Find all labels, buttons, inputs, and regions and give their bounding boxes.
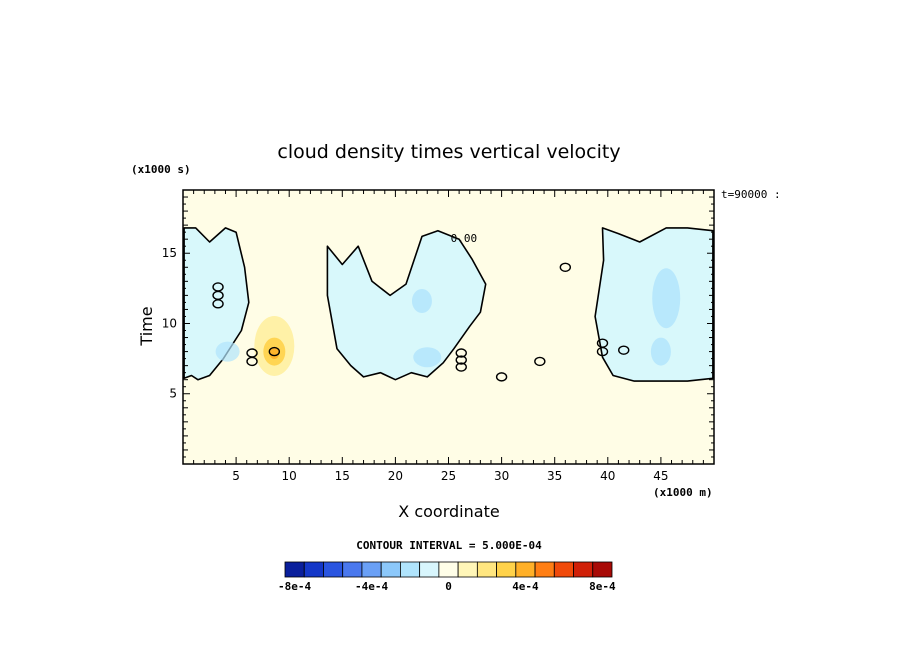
colorbar-tick-label: -8e-4 xyxy=(278,580,311,593)
x-tick-label: 40 xyxy=(600,469,615,483)
zero-contour-ring-5 xyxy=(268,346,281,357)
colorbar-swatch xyxy=(323,561,344,578)
contour-interval-label: CONTOUR INTERVAL = 5.000E-04 xyxy=(356,539,542,552)
x-tick-label: 10 xyxy=(282,469,297,483)
colorbar-swatch xyxy=(303,561,324,578)
colorbar-swatch xyxy=(592,561,613,578)
y-tick-label: 5 xyxy=(169,387,177,401)
plot-area: 0.00 xyxy=(182,189,715,465)
zero-contour-ring-2 xyxy=(212,299,224,309)
x-axis-label: X coordinate xyxy=(398,502,499,521)
colorbar: -8e-4 -4e-4 0 4e-4 8e-4 xyxy=(278,561,616,593)
negative-updraft-band-1 xyxy=(183,227,250,381)
positive-cell-peak xyxy=(269,346,280,359)
x-tick-label: 15 xyxy=(335,469,350,483)
colorbar-tick-label: 0 xyxy=(445,580,452,593)
time-label: t=90000 : xyxy=(721,188,781,201)
colorbar-swatch xyxy=(457,561,478,578)
chart-title: cloud density times vertical velocity xyxy=(277,141,620,163)
x-tick-label: 25 xyxy=(441,469,456,483)
colorbar-swatch xyxy=(400,561,421,578)
negative-updraft-band-2 xyxy=(326,229,487,381)
negative-cell-5 xyxy=(215,341,240,362)
x-unit-label: (x1000 m) xyxy=(653,486,713,499)
colorbar-swatch xyxy=(438,561,459,578)
x-axis: 5 10 15 20 25 30 35 40 45 xyxy=(193,190,704,483)
zero-contour-ring-7 xyxy=(455,355,467,365)
colorbar-swatch xyxy=(361,561,382,578)
zero-contour-ring-12 xyxy=(495,372,508,382)
colorbar-tick-label: 8e-4 xyxy=(589,580,616,593)
x-tick-label: 20 xyxy=(388,469,403,483)
colorbar-swatch xyxy=(419,561,440,578)
y-tick-label: 10 xyxy=(162,316,177,330)
colorbar-swatch xyxy=(573,561,594,578)
zero-contour-ring-14 xyxy=(559,262,572,272)
zero-contour-ring-4 xyxy=(246,356,258,367)
negative-cell-4 xyxy=(650,337,671,366)
zero-contour-ring-6 xyxy=(455,348,467,358)
x-tick-label: 35 xyxy=(547,469,562,483)
negative-cell-3 xyxy=(652,268,681,329)
zero-contour-ring-11 xyxy=(618,345,630,355)
colorbar-swatch xyxy=(284,561,305,578)
zero-contour-ring-13 xyxy=(534,356,546,367)
contour-value-label: 0.00 xyxy=(451,232,478,245)
y-axis: 5 10 15 xyxy=(162,196,714,458)
y-axis-label: Time xyxy=(137,306,156,346)
colorbar-swatch xyxy=(496,561,517,578)
negative-cell-1 xyxy=(411,289,432,314)
x-tick-label: 45 xyxy=(653,469,668,483)
x-tick-label: 5 xyxy=(232,469,240,483)
colorbar-swatch xyxy=(553,561,574,578)
negative-cell-2 xyxy=(413,347,442,368)
y-tick-label: 15 xyxy=(162,246,177,260)
colorbar-tick-label: -4e-4 xyxy=(355,580,388,593)
colorbar-swatch xyxy=(342,561,363,578)
colorbar-tick-label: 4e-4 xyxy=(512,580,539,593)
y-unit-label: (x1000 s) xyxy=(131,163,191,176)
colorbar-swatch xyxy=(476,561,497,578)
zero-contour-ring-8 xyxy=(455,362,467,372)
zero-contour-ring-10 xyxy=(596,346,609,357)
colorbar-swatch xyxy=(534,561,555,578)
colorbar-swatch xyxy=(380,561,401,578)
x-tick-label: 30 xyxy=(494,469,509,483)
colorbar-swatch xyxy=(515,561,536,578)
